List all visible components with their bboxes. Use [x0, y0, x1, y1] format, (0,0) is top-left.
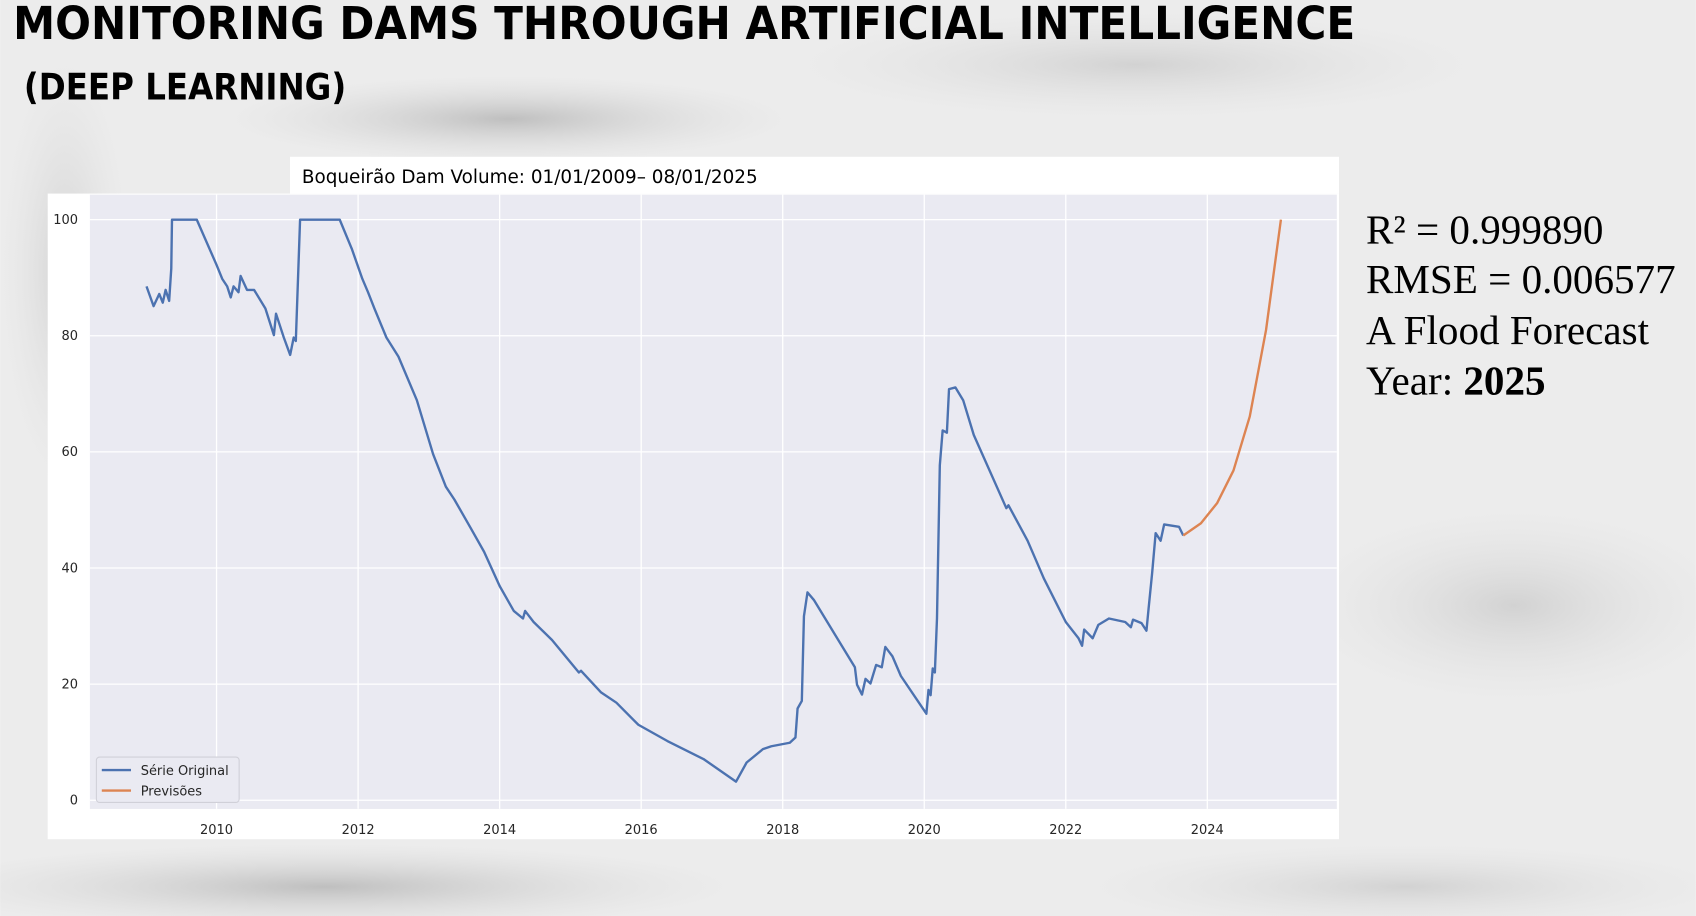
- marble-vein: [227, 75, 790, 163]
- x-tick-label: 2012: [342, 823, 375, 838]
- slide-title: MONITORING DAMS THROUGH ARTIFICIAL INTEL…: [13, 0, 1355, 50]
- marble-vein: [0, 843, 736, 916]
- marble-vein: [789, 10, 1482, 119]
- y-tick-label: 60: [61, 445, 78, 460]
- year-value: 2025: [1463, 358, 1545, 404]
- y-tick-label: 100: [53, 213, 78, 228]
- legend-box: [95, 756, 240, 803]
- x-tick-label: 2020: [908, 823, 941, 838]
- stat-line: Year: 2025: [1366, 358, 1546, 404]
- stat-line: RMSE = 0.006577: [1366, 256, 1676, 302]
- year-label: Year:: [1366, 358, 1453, 404]
- slide-subtitle: (DEEP LEARNING): [24, 65, 346, 108]
- legend-label: Previsões: [141, 784, 203, 799]
- plot: 0 20 40 60 80 100 2010 2012 2014 2016 2018 2020 2022…: [53, 194, 1337, 838]
- x-tick-label: 2010: [200, 823, 233, 838]
- y-tick-label: 80: [61, 329, 78, 344]
- plot-background: [89, 194, 1337, 809]
- series-line: [1182, 219, 1283, 537]
- x-tick-label: 2018: [766, 823, 799, 838]
- y-tick-label: 20: [61, 677, 78, 692]
- marble-vein: [1081, 843, 1696, 916]
- stat-line: A Flood Forecast: [1366, 307, 1650, 353]
- y-tick-label: 0: [70, 794, 78, 809]
- legend-label: Série Original: [141, 764, 229, 779]
- x-tick-label: 2022: [1049, 823, 1082, 838]
- chart-title: Boqueirão Dam Volume: 01/01/2009– 08/01/…: [302, 167, 758, 188]
- series-line: [145, 218, 1185, 783]
- stat-line: R² = 0.999890: [1366, 206, 1603, 252]
- x-tick-label: 2024: [1191, 823, 1224, 838]
- chart-title-box: [289, 156, 1339, 194]
- y-tick-label: 40: [61, 561, 78, 576]
- marble-vein: [1297, 508, 1696, 703]
- x-tick-label: 2016: [625, 823, 658, 838]
- x-tick-label: 2014: [483, 823, 516, 838]
